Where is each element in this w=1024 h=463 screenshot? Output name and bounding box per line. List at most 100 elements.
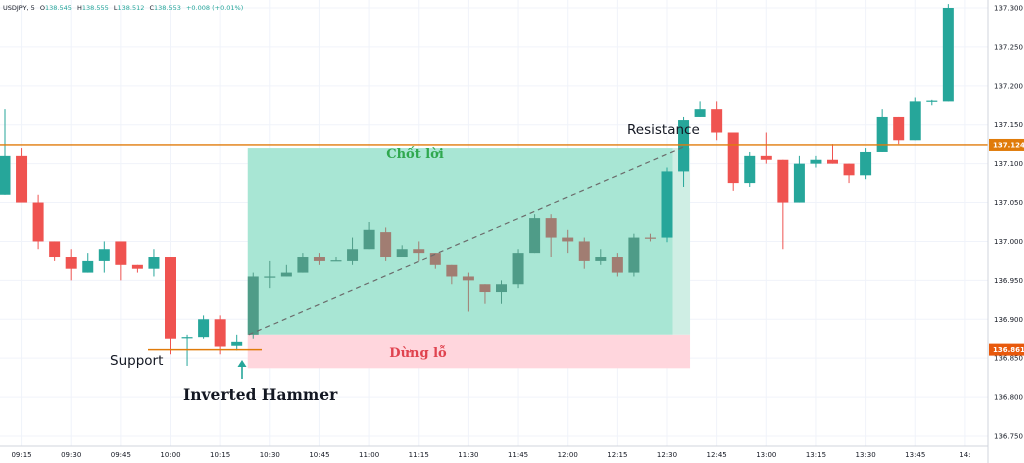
time-tick-label: 09:30: [61, 451, 81, 459]
candle-body: [529, 218, 541, 254]
time-tick-label: 10:45: [309, 451, 329, 459]
candle: [529, 214, 541, 254]
take-profit-zone: [247, 148, 673, 335]
legend-high-label: H: [77, 4, 82, 12]
candle: [98, 241, 110, 273]
price-tag-bg: [989, 138, 1024, 151]
candle-body: [644, 237, 656, 239]
candle-body: [165, 257, 176, 339]
candle-body: [926, 100, 938, 102]
price-tag-label: 137.124: [993, 141, 1024, 149]
candle: [777, 159, 789, 250]
candle: [131, 264, 143, 273]
candle: [148, 249, 160, 277]
candle-body: [562, 237, 574, 242]
candle: [413, 241, 425, 261]
candle-body: [214, 319, 226, 347]
legend-symbol: USDJPY, 5: [3, 4, 35, 12]
pattern-arrow-icon: [237, 360, 247, 379]
candle: [810, 155, 822, 168]
candle: [231, 334, 243, 351]
candlestick-series: [0, 4, 954, 366]
candle-body: [479, 284, 491, 293]
candle-body: [429, 253, 441, 265]
time-tick-label: 10:00: [160, 451, 180, 459]
price-tag-label: 136.861: [993, 346, 1024, 354]
candle: [330, 257, 342, 262]
candle-body: [628, 237, 640, 273]
candle: [694, 101, 706, 117]
legend-high-value: 138.555: [82, 4, 109, 12]
legend-open-label: O: [40, 4, 45, 12]
candle: [644, 233, 656, 242]
price-tick-label: 137.300: [994, 5, 1023, 13]
time-axis[interactable]: 09:15 09:30 09:45 10:00 10:15 10:30 10:45 11:00…: [11, 451, 970, 459]
candle: [115, 241, 127, 281]
candle-body: [330, 260, 342, 262]
candle: [860, 148, 872, 180]
time-tick-label: 12:45: [707, 451, 727, 459]
candle: [462, 272, 474, 312]
time-tick-label: 09:45: [111, 451, 131, 459]
price-axis[interactable]: 137.300 137.250 137.200 137.150 137.100 137.0…: [989, 5, 1024, 441]
candle-body: [297, 257, 309, 273]
time-tick-label: 12:30: [657, 451, 677, 459]
candle: [380, 227, 392, 261]
price-tag: 137.124: [989, 138, 1024, 151]
time-tick-label: 14:: [959, 451, 970, 459]
level-lines: [0, 144, 988, 351]
candle-body: [0, 155, 11, 195]
price-tag: 136.861: [989, 343, 1024, 356]
candle-body: [727, 132, 739, 184]
candle: [744, 151, 756, 187]
candle: [313, 253, 325, 265]
candle-body: [909, 101, 921, 141]
candle-body: [380, 232, 392, 258]
candle: [893, 116, 905, 145]
target-label: Chốt lời: [386, 146, 444, 162]
candle-body: [744, 155, 756, 184]
candle: [65, 249, 77, 281]
legend-close-label: C: [149, 4, 154, 12]
candle: [926, 99, 938, 106]
chart-legend: USDJPY, 5 O138.545 H138.555 L138.512 C13…: [3, 4, 243, 12]
candle: [363, 222, 375, 250]
candle: [496, 280, 507, 304]
time-tick-label: 10:15: [210, 451, 230, 459]
candle-body: [661, 171, 673, 238]
candle-body: [694, 109, 706, 117]
candle: [198, 315, 210, 339]
time-tick-label: 13:00: [756, 451, 776, 459]
price-tick-label: 136.800: [994, 394, 1023, 402]
price-tick-label: 136.900: [994, 316, 1023, 324]
candle: [16, 148, 28, 203]
candle-body: [711, 109, 723, 133]
candle-body: [876, 116, 888, 152]
candle: [628, 233, 640, 277]
candle-body: [860, 151, 872, 176]
price-tick-label: 137.050: [994, 199, 1023, 207]
candle: [32, 194, 44, 250]
candle: [446, 264, 458, 285]
candle: [214, 315, 226, 355]
candle: [611, 253, 623, 277]
pattern-label: Inverted Hammer: [183, 385, 338, 404]
candle-body: [595, 257, 607, 261]
price-tick-label: 137.200: [994, 82, 1023, 90]
candle-body: [760, 155, 772, 160]
candle-body: [49, 241, 61, 258]
candle-body: [678, 120, 690, 172]
candle: [512, 249, 524, 289]
time-tick-label: 13:30: [856, 451, 876, 459]
candle-body: [545, 218, 557, 238]
take-profit-zone-extension: [672, 148, 691, 335]
candle-body: [181, 337, 193, 339]
candle: [595, 249, 607, 265]
candle: [49, 241, 61, 261]
candle-body: [446, 264, 458, 277]
candle-body: [264, 276, 276, 278]
price-tick-label: 137.150: [994, 121, 1023, 129]
candle-body: [82, 260, 94, 273]
candle-body: [198, 319, 210, 338]
